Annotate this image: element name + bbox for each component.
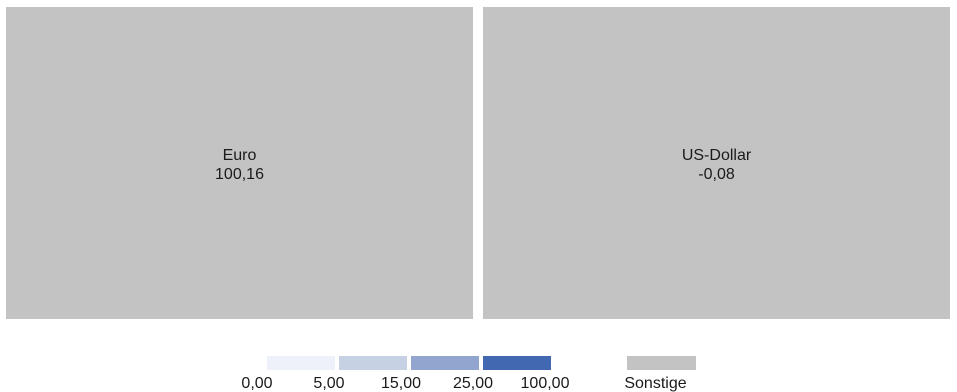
legend-scale-label-2: 15,00 (381, 375, 421, 392)
tile-name-us-dollar: US-Dollar (682, 147, 752, 164)
legend-scale-label-4: 100,00 (521, 375, 570, 392)
tile-value-us-dollar: -0,08 (698, 166, 735, 183)
tile-euro: Euro 100,16 (6, 7, 473, 319)
legend: 0,00 5,00 15,00 25,00 100,00 Sonstige (241, 356, 696, 392)
legend-scale-label-0: 0,00 (241, 375, 272, 392)
legend-scale-label-1: 5,00 (313, 375, 344, 392)
legend-swatch-other (627, 356, 696, 370)
legend-swatch-0 (267, 356, 335, 370)
tile-value-euro: 100,16 (215, 166, 264, 183)
tile-name-euro: Euro (223, 147, 257, 164)
legend-swatch-1 (339, 356, 407, 370)
legend-swatch-3 (483, 356, 551, 370)
legend-swatch-2 (411, 356, 479, 370)
legend-label-other: Sonstige (624, 375, 686, 392)
tile-us-dollar: US-Dollar -0,08 (483, 7, 950, 319)
tile-rect-us-dollar (483, 7, 950, 319)
tile-rect-euro (6, 7, 473, 319)
tiles-layer: Euro 100,16 US-Dollar -0,08 (6, 7, 950, 319)
legend-scale-label-3: 25,00 (453, 375, 493, 392)
